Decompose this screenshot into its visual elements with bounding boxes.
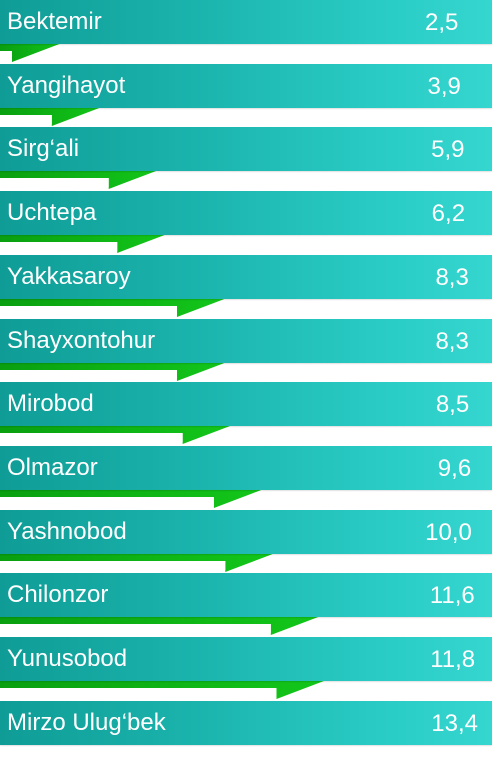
bar-arrow-shape [0, 549, 284, 572]
bar-arrow-shaft [0, 178, 109, 188]
bar-row: Yakkasaroy 8,3 [0, 254, 495, 319]
bar-arrow-shaft [0, 369, 177, 379]
bar-row: Chilonzor 11,6 [0, 573, 495, 637]
value-label: 3,9 [427, 72, 461, 100]
bar-arrow-shaft [0, 560, 226, 570]
bar-arrow-shaft [0, 242, 118, 252]
bar-arrow-shape [0, 485, 272, 508]
category-band [0, 254, 492, 299]
bar-arrow-shape [0, 40, 70, 62]
bar-arrow-shape [0, 613, 329, 636]
bar-arrow-shape [0, 167, 167, 190]
bar-arrow [0, 549, 286, 574]
value-label: 13,4 [431, 709, 478, 737]
bar-arrow-shape [0, 231, 176, 254]
category-label: Yashnobod [7, 517, 127, 545]
bar-arrow [0, 167, 169, 191]
bar-row: Shayxontohur 8,3 [0, 318, 495, 383]
value-label: 10,0 [425, 518, 472, 546]
value-label: 11,8 [430, 646, 476, 673]
category-band [0, 445, 492, 490]
bar-arrow-shape [0, 103, 110, 126]
bar-row: Olmazor 9,6 [0, 445, 495, 510]
bar-arrow [0, 613, 331, 637]
category-band [0, 127, 492, 172]
category-band [0, 382, 492, 427]
category-label: Mirobod [7, 390, 94, 418]
category-label: Bektemir [7, 8, 102, 35]
bar-arrow-shaft [0, 433, 183, 443]
value-label: 9,6 [437, 454, 472, 482]
bar-arrow-shape [0, 677, 335, 699]
category-label: Yangihayot [7, 71, 126, 99]
value-label: 8,3 [435, 263, 469, 291]
bar-row: Sirg‘ali 5,9 [0, 127, 495, 191]
bar-arrow [0, 358, 237, 383]
value-label: 11,6 [429, 582, 475, 610]
bar-row: Uchtepa 6,2 [0, 191, 495, 255]
bar-arrow-shape [0, 358, 235, 381]
bar-arrow-shape [0, 294, 235, 317]
category-label: Yakkasaroy [7, 262, 131, 290]
category-band [0, 509, 492, 554]
value-label: 8,5 [435, 391, 470, 419]
bar-arrow [0, 40, 72, 64]
bar-row: Yunusobod 11,8 [0, 637, 495, 701]
bar-row: Yashnobod 10,0 [0, 509, 495, 574]
value-label: 6,2 [431, 200, 466, 228]
bar-arrow-body [0, 40, 70, 62]
bar-arrow-body [0, 103, 110, 126]
bar-arrow [0, 103, 112, 128]
bar-row: Mirobod 8,5 [0, 382, 495, 446]
category-band [0, 63, 492, 108]
bar-arrow-shape [0, 422, 241, 445]
bar-arrow-shaft [0, 496, 214, 506]
bar-row: Mirzo Ulug‘bek 13,4 [0, 700, 495, 765]
bar-arrow-shaft [0, 688, 277, 697]
category-label: Olmazor [7, 453, 98, 481]
bar-row: Bektemir 2,5 [0, 0, 495, 64]
bar-arrow [0, 231, 178, 255]
category-label: Sirg‘ali [7, 135, 80, 163]
category-band [0, 0, 492, 44]
category-band [0, 637, 492, 681]
category-label: Uchtepa [7, 199, 97, 227]
category-label: Shayxontohur [7, 326, 156, 354]
value-label: 2,5 [425, 9, 459, 36]
bar-arrow [0, 422, 243, 446]
category-label: Mirzo Ulug‘bek [7, 708, 166, 736]
bar-arrow [0, 294, 237, 319]
bar-arrow-shaft [0, 51, 12, 60]
category-label: Chilonzor [7, 581, 109, 609]
bar-arrow [0, 677, 337, 701]
bar-arrow-shaft [0, 624, 271, 634]
category-band [0, 191, 492, 236]
value-label: 8,3 [435, 327, 469, 355]
district-bar-chart: Bektemir 2,5 Yangihayot 3,9 Sirg‘ali 5,9 Uchte… [0, 0, 495, 745]
bar-arrow-shaft [0, 114, 52, 124]
value-label: 5,9 [431, 136, 465, 164]
category-band [0, 573, 492, 618]
category-band [0, 700, 492, 745]
bar-arrow [0, 485, 274, 510]
bar-row: Yangihayot 3,9 [0, 63, 495, 128]
bar-arrow-shaft [0, 305, 177, 315]
category-label: Yunusobod [7, 645, 128, 672]
category-band [0, 318, 492, 363]
